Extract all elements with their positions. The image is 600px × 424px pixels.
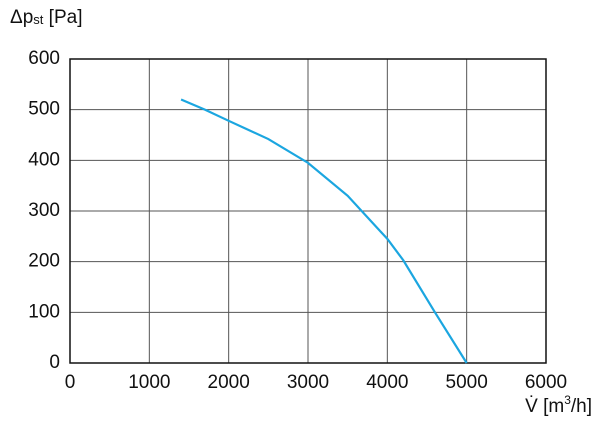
y-axis-label: Δpst [Pa] [10, 7, 82, 28]
y-tick-label: 500 [28, 99, 60, 120]
y-tick-label: 300 [28, 200, 60, 221]
x-tick-label: 3000 [287, 372, 329, 393]
x-tick-label: 6000 [525, 372, 567, 393]
y-tick-label: 0 [49, 352, 60, 373]
x-tick-label: 1000 [128, 372, 170, 393]
x-tick-label: 4000 [366, 372, 408, 393]
y-tick-label: 600 [28, 48, 60, 69]
curve [180, 98, 468, 364]
y-tick-label: 200 [28, 251, 60, 272]
x-tick-label: 5000 [446, 372, 488, 393]
x-axis-label: V̇ [m3/h] [525, 393, 592, 417]
x-tick-label: 0 [65, 372, 76, 393]
y-tick-label: 100 [28, 301, 60, 322]
x-tick-label: 2000 [208, 372, 250, 393]
plot-frame [69, 58, 547, 364]
y-tick-label: 400 [28, 149, 60, 170]
